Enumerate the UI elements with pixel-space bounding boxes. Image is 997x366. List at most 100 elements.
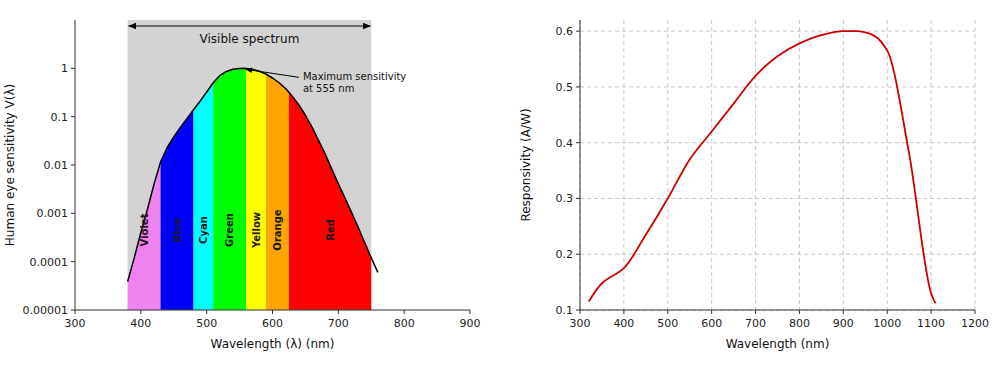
x-tick <box>667 310 668 314</box>
x-tick-label: 600 <box>262 317 283 330</box>
panel: 3004005006007008009001000110012000.10.20… <box>519 20 989 351</box>
x-tick <box>75 310 76 314</box>
y-tick-label: 0.00001 <box>23 304 69 317</box>
x-tick-label: 400 <box>130 317 151 330</box>
color-band <box>213 68 246 310</box>
grid-line <box>580 142 975 143</box>
x-tick-label: 1000 <box>873 317 901 330</box>
x-tick-label: 300 <box>65 317 86 330</box>
plot-area <box>589 31 936 303</box>
annotation: Maximum sensitivityat 555 nm <box>303 71 406 94</box>
x-tick <box>975 310 976 314</box>
grid-line <box>580 310 975 311</box>
annotation-arrow <box>246 69 299 77</box>
grid-line <box>799 20 800 310</box>
y-tick <box>71 310 75 311</box>
x-tick <box>623 310 624 314</box>
x-tick <box>206 310 207 314</box>
x-tick <box>711 310 712 314</box>
y-tick-label: 0.3 <box>556 192 574 205</box>
x-tick-label: 600 <box>701 317 722 330</box>
x-tick <box>931 310 932 314</box>
x-tick-label: 1200 <box>961 317 989 330</box>
y-axis-label: Human eye sensitivity V(λ) <box>3 84 17 246</box>
visible-span <box>128 20 372 310</box>
y-tick <box>576 86 580 87</box>
color-band <box>246 68 266 310</box>
color-band <box>289 92 371 310</box>
y-tick-label: 0.5 <box>556 81 574 94</box>
y-tick <box>71 68 75 69</box>
band-label: Violet <box>139 213 150 246</box>
y-tick-label: 0.4 <box>556 137 574 150</box>
y-tick-label: 0.0001 <box>30 256 69 269</box>
x-tick <box>843 310 844 314</box>
x-tick-label: 700 <box>328 317 349 330</box>
x-tick <box>580 310 581 314</box>
grid-line <box>843 20 844 310</box>
grid-line <box>711 20 712 310</box>
x-tick <box>272 310 273 314</box>
x-tick-label: 1100 <box>917 317 945 330</box>
x-axis-label: Wavelength (λ) (nm) <box>211 337 335 351</box>
y-tick-label: 0.1 <box>556 304 574 317</box>
grid-line <box>580 20 581 310</box>
y-tick-label: 0.001 <box>37 207 69 220</box>
color-band <box>161 110 194 310</box>
x-axis-line <box>580 310 975 311</box>
color-band <box>266 74 289 310</box>
grid <box>580 20 975 310</box>
grid-line <box>580 86 975 87</box>
band-label: Red <box>325 219 336 241</box>
grid-line <box>580 31 975 32</box>
y-axis-label: Responsivity (A/W) <box>519 108 533 221</box>
panel: 300 400 500 600 700 800 900 0.00001 0.0001 0.001 0… <box>3 20 481 351</box>
y-tick <box>71 261 75 262</box>
annotation-line: at 555 nm <box>303 83 355 94</box>
y-tick-label: 1 <box>61 62 68 75</box>
x-tick-label: 500 <box>196 317 217 330</box>
curve <box>128 68 378 281</box>
grid-line <box>755 20 756 310</box>
color-band <box>128 162 161 310</box>
x-tick-label: 400 <box>613 317 634 330</box>
span-arrow <box>129 25 371 26</box>
x-tick-label: 900 <box>460 317 481 330</box>
y-tick <box>576 198 580 199</box>
y-tick-label: 0.6 <box>556 25 574 38</box>
band-label: Green <box>224 213 235 247</box>
x-tick <box>887 310 888 314</box>
y-tick <box>576 142 580 143</box>
x-axis-label: Wavelength (nm) <box>726 337 830 351</box>
x-tick <box>404 310 405 314</box>
curve <box>589 31 936 303</box>
x-tick-label: 800 <box>394 317 415 330</box>
annotation-line: Maximum sensitivity <box>303 71 406 82</box>
color-band <box>194 83 214 310</box>
x-tick-label: 300 <box>570 317 591 330</box>
plot-area <box>128 20 378 310</box>
y-tick <box>71 213 75 214</box>
x-tick-label: 800 <box>789 317 810 330</box>
band-label: Orange <box>272 209 283 250</box>
band-label: Cyan <box>198 216 209 244</box>
band-label: Blue <box>172 217 183 242</box>
span-label: Visible spectrum <box>200 32 300 46</box>
y-tick <box>576 310 580 311</box>
y-tick-label: 0.01 <box>44 159 69 172</box>
x-tick-label: 900 <box>833 317 854 330</box>
grid-line <box>887 20 888 310</box>
y-tick <box>71 165 75 166</box>
grid-line <box>931 20 932 310</box>
y-axis-line <box>580 20 581 310</box>
x-tick <box>799 310 800 314</box>
y-tick-label: 0.1 <box>51 111 69 124</box>
grid-line <box>580 254 975 255</box>
color-bands <box>128 68 372 310</box>
y-tick <box>576 31 580 32</box>
y-tick <box>71 116 75 117</box>
x-tick-label: 700 <box>745 317 766 330</box>
y-tick <box>576 254 580 255</box>
x-tick-label: 500 <box>657 317 678 330</box>
x-tick <box>470 310 471 314</box>
